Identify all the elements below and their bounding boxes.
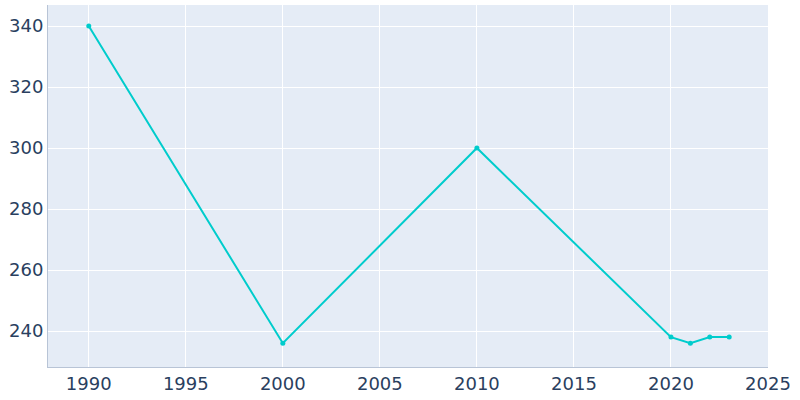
svg-text:300: 300 [9, 137, 43, 158]
svg-text:260: 260 [9, 259, 43, 280]
svg-text:340: 340 [9, 15, 43, 36]
svg-text:2000: 2000 [260, 373, 306, 394]
svg-text:2005: 2005 [357, 373, 403, 394]
svg-text:320: 320 [9, 76, 43, 97]
svg-text:1990: 1990 [66, 373, 112, 394]
svg-text:240: 240 [9, 320, 43, 341]
svg-text:2015: 2015 [551, 373, 597, 394]
svg-text:2010: 2010 [454, 373, 500, 394]
svg-text:2025: 2025 [745, 373, 791, 394]
svg-text:2020: 2020 [648, 373, 694, 394]
svg-text:1995: 1995 [163, 373, 209, 394]
svg-text:280: 280 [9, 198, 43, 219]
